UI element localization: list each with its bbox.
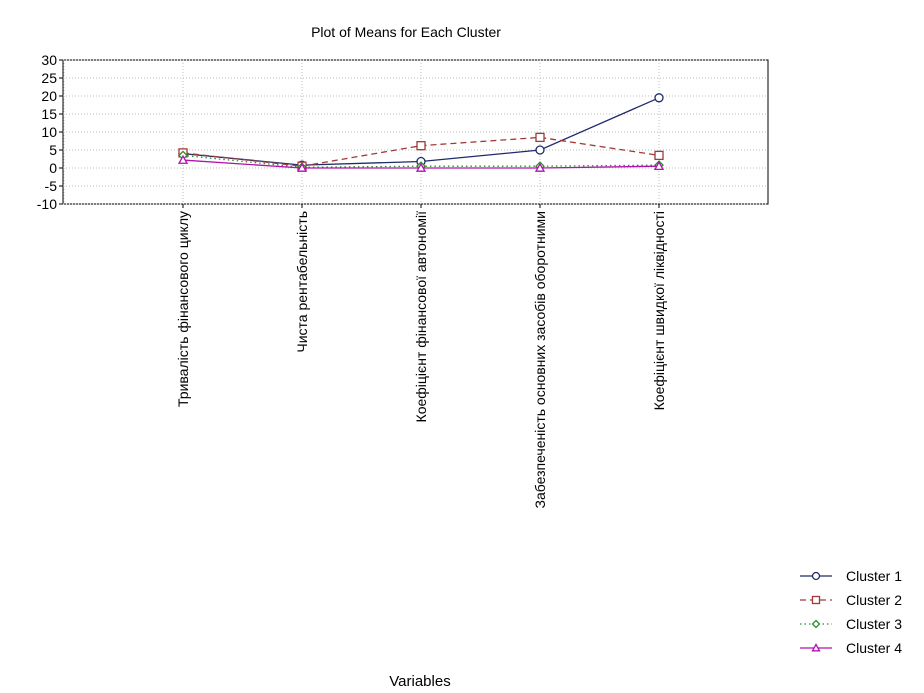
data-point: [416, 141, 426, 151]
data-point: [811, 571, 821, 581]
x-axis-label: Variables: [389, 673, 450, 690]
legend-label: Cluster 4: [846, 640, 902, 656]
data-point: [534, 162, 546, 172]
data-point: [653, 160, 665, 171]
data-point: [811, 643, 821, 652]
legend-item: Cluster 1: [800, 568, 902, 584]
y-tick-label: 10: [41, 124, 57, 140]
data-point: [415, 162, 427, 172]
data-point: [296, 162, 308, 172]
legend-item: Cluster 4: [800, 640, 902, 656]
y-tick-label: -10: [37, 196, 57, 212]
legend-label: Cluster 1: [846, 568, 902, 584]
x-tick-label: Коефіцієнт швидкої ліквідності: [651, 211, 667, 410]
y-axis: 30 25 20 15 10 5 0 -5 -10: [37, 52, 63, 212]
legend: Cluster 1 Cluster 2 Cluster 3 Cluster 4: [800, 568, 902, 656]
legend-label: Cluster 2: [846, 592, 902, 608]
x-tick-label: Забезпеченість основних засобів оборотни…: [532, 211, 548, 508]
x-axis: Тривалість фінансового циклу Чиста рентаб…: [175, 204, 667, 508]
x-tick-label: Коефіцієнт фінансової автономії: [413, 211, 429, 423]
y-tick-label: -5: [45, 178, 58, 194]
data-point: [811, 619, 821, 629]
y-tick-label: 5: [49, 142, 57, 158]
legend-item: Cluster 3: [800, 616, 902, 632]
legend-item: Cluster 2: [800, 592, 902, 608]
y-tick-label: 15: [41, 106, 57, 122]
legend-label: Cluster 3: [846, 616, 902, 632]
x-tick-label: Чиста рентабельність: [294, 211, 310, 353]
data-point: [535, 145, 545, 155]
data-point: [535, 132, 545, 143]
data-point: [654, 150, 664, 161]
y-tick-label: 0: [49, 160, 57, 176]
series: [177, 93, 665, 173]
data-point: [177, 154, 189, 164]
series: [177, 154, 665, 172]
data-point: [811, 595, 821, 605]
data-point: [654, 93, 664, 103]
x-tick-label: Тривалість фінансового циклу: [175, 211, 191, 407]
y-tick-label: 20: [41, 88, 57, 104]
y-tick-label: 30: [41, 52, 57, 68]
y-tick-label: 25: [41, 70, 57, 86]
chart-title: Plot of Means for Each Cluster: [311, 24, 501, 40]
